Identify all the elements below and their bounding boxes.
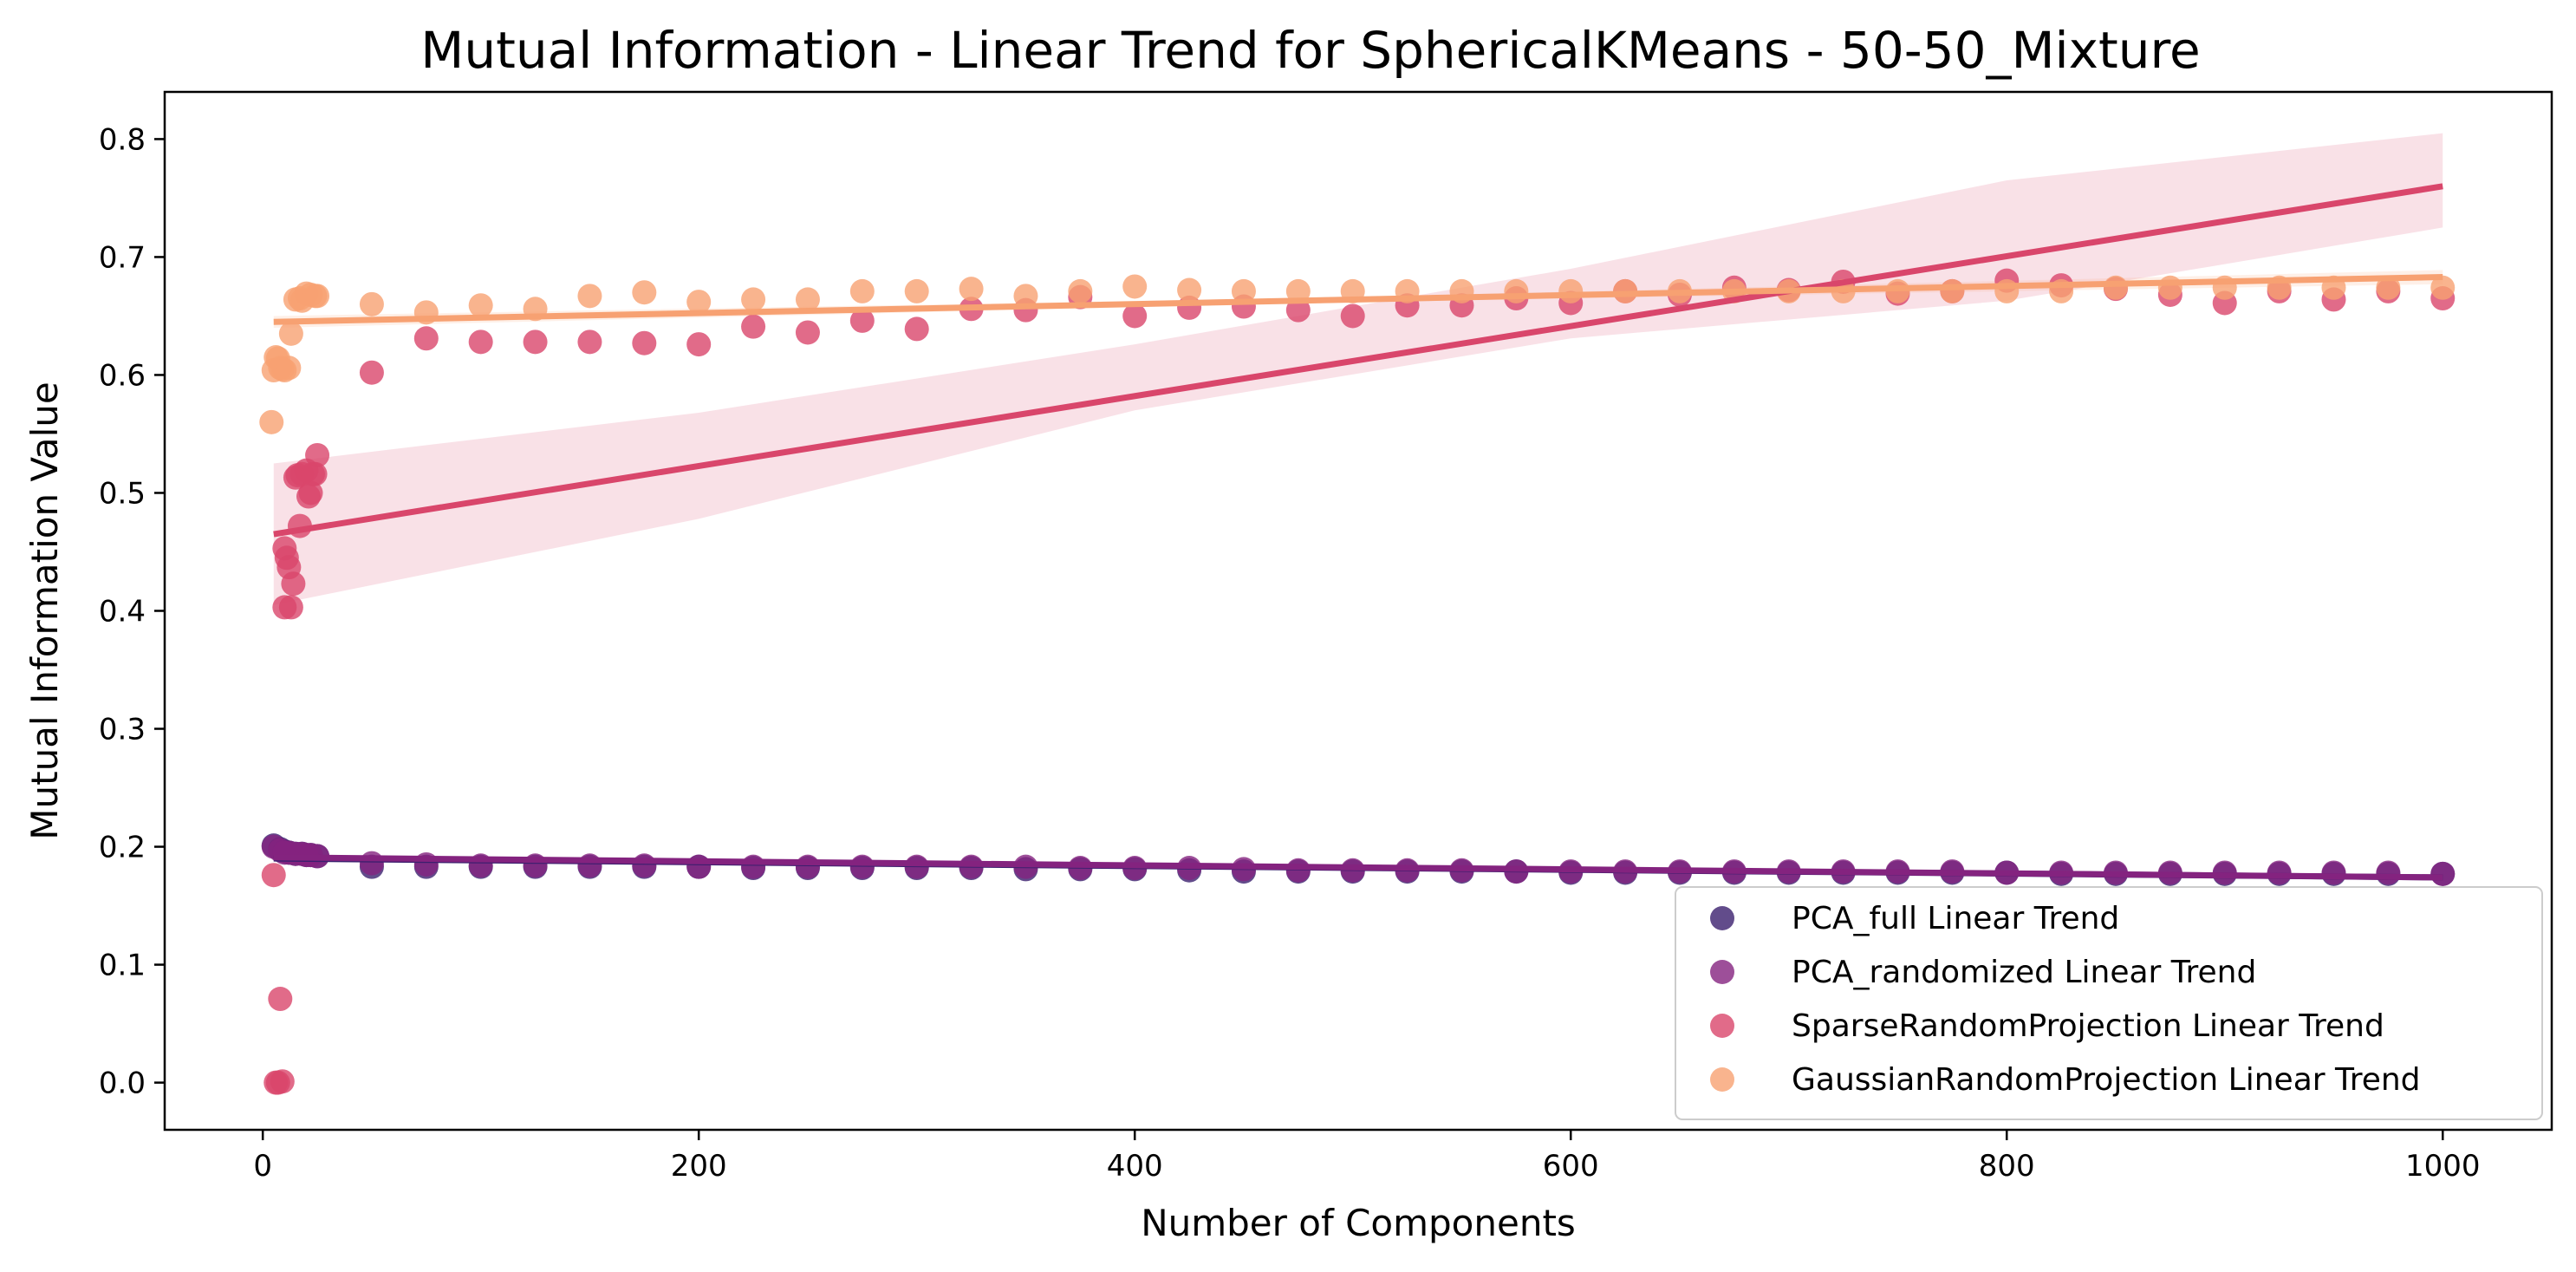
pca-randomized-linear-trend-point bbox=[741, 854, 766, 879]
sparserandomprojection-linear-trend-legend-label: SparseRandomProjection Linear Trend bbox=[1792, 1008, 2384, 1044]
gaussianrandomprojection-linear-trend-point bbox=[359, 291, 384, 316]
y-tick-label: 0.5 bbox=[99, 476, 146, 511]
gaussianrandomprojection-linear-trend-point bbox=[741, 287, 766, 312]
pca-randomized-linear-trend-legend-label: PCA_randomized Linear Trend bbox=[1792, 955, 2256, 990]
sparserandomprojection-linear-trend-point bbox=[270, 1069, 295, 1094]
sparserandomprojection-linear-trend-point bbox=[1122, 303, 1148, 329]
gaussianrandomprojection-linear-trend-point bbox=[1558, 278, 1584, 303]
sparserandomprojection-linear-trend-point bbox=[413, 326, 439, 351]
pca-randomized-linear-trend-point bbox=[795, 854, 820, 879]
sparserandomprojection-linear-trend-point bbox=[261, 863, 286, 888]
pca-full-linear-trend-legend-label: PCA_full Linear Trend bbox=[1792, 901, 2119, 936]
x-tick-label: 600 bbox=[1543, 1149, 1599, 1184]
pca-randomized-linear-trend-point bbox=[2321, 860, 2346, 885]
gaussianrandomprojection-linear-trend-point bbox=[1177, 277, 1202, 303]
sparserandomprojection-linear-trend-point bbox=[1340, 303, 1365, 329]
gaussianrandomprojection-linear-trend-legend-marker bbox=[1710, 1067, 1734, 1092]
sparserandomprojection-linear-trend-point bbox=[577, 329, 602, 355]
y-tick-label: 0.3 bbox=[99, 713, 146, 747]
y-tick-label: 0.7 bbox=[99, 240, 146, 275]
gaussianrandomprojection-linear-trend-point bbox=[1068, 278, 1093, 303]
gaussianrandomprojection-linear-trend-point bbox=[276, 356, 302, 381]
pca-randomized-linear-trend-point bbox=[2376, 860, 2401, 885]
gaussianrandomprojection-linear-trend-point bbox=[305, 284, 330, 309]
sparserandomprojection-linear-trend-point bbox=[686, 332, 712, 357]
x-tick-label: 0 bbox=[253, 1149, 272, 1184]
gaussianrandomprojection-linear-trend-legend-label: GaussianRandomProjection Linear Trend bbox=[1792, 1062, 2421, 1098]
sparserandomprojection-linear-trend-point bbox=[468, 329, 493, 355]
gaussianrandomprojection-linear-trend-point bbox=[1504, 278, 1529, 303]
sparserandomprojection-linear-trend-trend-line bbox=[273, 183, 2443, 538]
sparserandomprojection-linear-trend-confidence-band bbox=[273, 133, 2443, 605]
sparserandomprojection-linear-trend-point bbox=[281, 571, 306, 597]
sparserandomprojection-linear-trend-point bbox=[849, 308, 875, 333]
sparserandomprojection-linear-trend-point bbox=[278, 595, 303, 620]
gaussianrandomprojection-linear-trend-point bbox=[1122, 274, 1148, 299]
sparserandomprojection-linear-trend-point bbox=[268, 987, 293, 1012]
pca-randomized-linear-trend-point bbox=[849, 854, 875, 879]
y-axis-ticks: 0.0 0.1 0.2 0.3 0.4 0.5 0.6 0.7 0.8 bbox=[99, 122, 165, 1101]
gaussianrandomprojection-linear-trend-trend-line bbox=[273, 274, 2443, 325]
sparserandomprojection-linear-trend-legend-marker bbox=[1710, 1014, 1734, 1038]
pca-randomized-linear-trend-point bbox=[2267, 860, 2292, 885]
gaussianrandomprojection-linear-trend-point bbox=[1285, 278, 1311, 303]
sparserandomprojection-linear-trend-point bbox=[298, 480, 323, 506]
gaussianrandomprojection-linear-trend-point bbox=[904, 278, 929, 303]
pca-randomized-linear-trend-point bbox=[2430, 861, 2456, 886]
y-tick-label: 0.1 bbox=[99, 949, 146, 983]
sparserandomprojection-linear-trend-point bbox=[741, 314, 766, 339]
gaussianrandomprojection-linear-trend-point bbox=[259, 409, 284, 434]
y-tick-label: 0.4 bbox=[99, 595, 146, 629]
x-tick-label: 1000 bbox=[2405, 1149, 2481, 1184]
sparserandomprojection-linear-trend-point bbox=[1285, 297, 1311, 323]
gaussianrandomprojection-linear-trend-point bbox=[1231, 278, 1256, 303]
sparserandomprojection-linear-trend-point bbox=[904, 316, 929, 342]
sparserandomprojection-linear-trend-point bbox=[302, 461, 328, 486]
y-axis-label: Mutual Information Value bbox=[23, 382, 66, 840]
x-tick-label: 800 bbox=[1979, 1149, 2035, 1184]
gaussianrandomprojection-linear-trend-point bbox=[468, 293, 493, 318]
gaussianrandomprojection-linear-trend-point bbox=[1940, 278, 1965, 303]
y-tick-label: 0.6 bbox=[99, 358, 146, 393]
pca-randomized-linear-trend-point bbox=[632, 853, 657, 878]
trend-lines bbox=[273, 183, 2443, 881]
sparserandomprojection-linear-trend-point bbox=[305, 442, 330, 467]
legend: PCA_full Linear Trend PCA_randomized Line… bbox=[1675, 886, 2543, 1120]
legend-box bbox=[1675, 886, 2543, 1120]
gaussianrandomprojection-linear-trend-point bbox=[686, 290, 712, 315]
gaussianrandomprojection-linear-trend-point bbox=[2376, 275, 2401, 300]
sparserandomprojection-linear-trend-point bbox=[795, 320, 820, 345]
gaussianrandomprojection-linear-trend-point bbox=[959, 277, 984, 302]
gaussianrandomprojection-linear-trend-point bbox=[795, 287, 820, 312]
gaussianrandomprojection-linear-trend-point bbox=[278, 321, 303, 346]
y-tick-label: 0.8 bbox=[99, 122, 146, 157]
gaussianrandomprojection-linear-trend-point bbox=[632, 280, 657, 305]
pca-randomized-linear-trend-point bbox=[577, 853, 602, 878]
y-tick-label: 0.0 bbox=[99, 1067, 146, 1101]
gaussianrandomprojection-linear-trend-point bbox=[1994, 278, 2020, 303]
pca-randomized-linear-trend-point bbox=[359, 851, 384, 876]
gaussianrandomprojection-linear-trend-point bbox=[2157, 275, 2182, 300]
sparserandomprojection-linear-trend-point bbox=[632, 330, 657, 356]
gaussianrandomprojection-linear-trend-point bbox=[849, 278, 875, 303]
sparserandomprojection-linear-trend-point bbox=[359, 360, 384, 385]
y-tick-label: 0.2 bbox=[99, 831, 146, 865]
x-axis-ticks: 0 200 400 600 800 1000 bbox=[253, 1130, 2481, 1184]
x-tick-label: 400 bbox=[1107, 1149, 1163, 1184]
pca-randomized-linear-trend-trend-line bbox=[273, 854, 2443, 881]
gaussianrandomprojection-linear-trend-point bbox=[2103, 275, 2128, 300]
sparserandomprojection-linear-trend-point bbox=[523, 329, 548, 355]
gaussianrandomprojection-linear-trend-point bbox=[577, 284, 602, 309]
gaussianrandomprojection-linear-trend-point bbox=[1013, 284, 1038, 309]
pca-full-linear-trend-legend-marker bbox=[1710, 906, 1734, 930]
chart-title: Mutual Information - Linear Trend for Sp… bbox=[420, 21, 2200, 80]
x-tick-label: 200 bbox=[671, 1149, 727, 1184]
x-axis-label: Number of Components bbox=[1141, 1202, 1576, 1244]
pca-randomized-linear-trend-legend-marker bbox=[1710, 960, 1734, 984]
gaussianrandomprojection-linear-trend-point bbox=[2430, 275, 2456, 300]
